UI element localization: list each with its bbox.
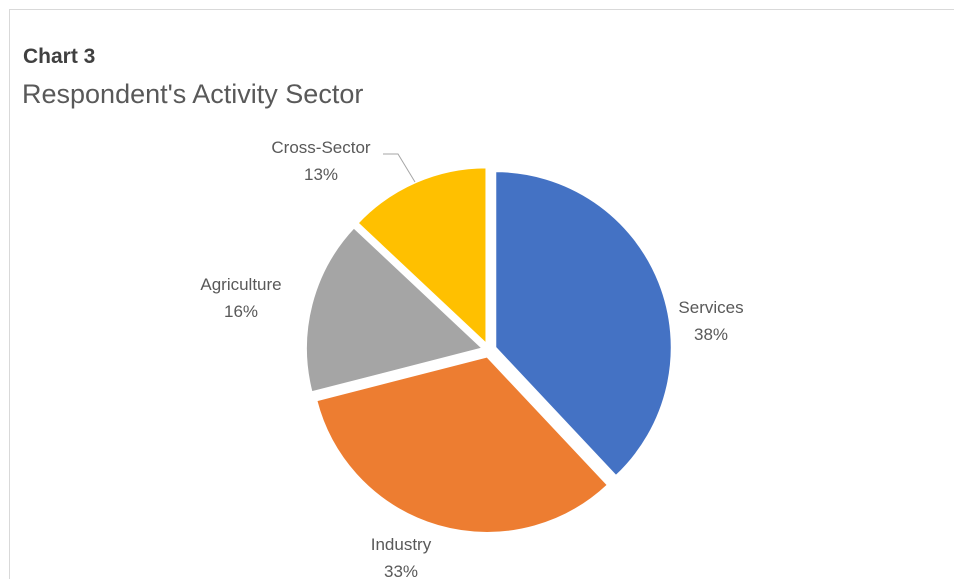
slice-category-label: Services [678,298,743,317]
slice-percent-label: 38% [694,325,728,344]
slice-percent-label: 16% [224,302,258,321]
slice-category-label: Agriculture [200,275,281,294]
cross-sector-leader-line [383,154,415,182]
slice-category-label: Industry [371,535,432,554]
slice-percent-label: 13% [304,165,338,184]
slice-percent-label: 33% [384,562,418,579]
slice-category-label: Cross-Sector [271,138,371,157]
